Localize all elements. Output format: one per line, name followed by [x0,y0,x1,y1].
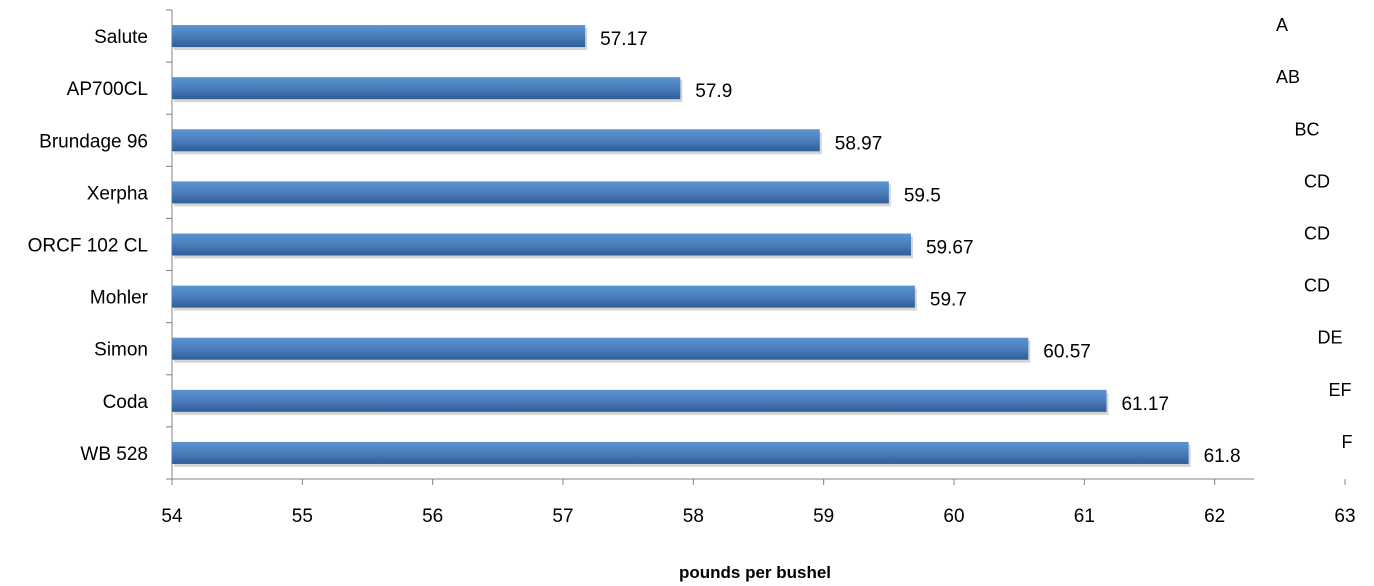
x-tick-label: 63 [1334,506,1355,527]
x-tick-label: 57 [552,506,573,527]
category-label: Mohler [90,288,149,309]
bar [172,181,889,204]
bar [172,129,820,152]
significance-letter: F [1342,432,1353,452]
data-label: 58.97 [835,133,883,154]
significance-letter: CD [1304,224,1330,244]
category-label: WB 528 [80,444,148,465]
significance-letter: A [1276,15,1288,35]
x-axis-title: pounds per bushel [679,563,831,582]
data-label: 59.67 [926,238,974,259]
category-label: Simon [94,340,148,361]
x-tick-label: 56 [422,506,443,527]
significance-letter: CD [1304,276,1330,296]
category-label: Xerpha [87,183,149,204]
category-label: ORCF 102 CL [28,236,148,257]
bar [172,233,911,256]
data-label: 59.5 [904,185,941,206]
significance-letter: BC [1294,119,1319,139]
category-label: AP700CL [67,79,148,100]
bar [172,389,1107,412]
data-label: 61.17 [1121,394,1169,415]
plot-area: 54 55 56 57 58 59 60 61 62 63 Salute 57.17 A AP700CL 5… [28,9,1356,527]
x-tick-label: 62 [1204,506,1225,527]
significance-letter: CD [1304,171,1330,191]
significance-letter: AB [1276,67,1300,87]
x-tick-label: 61 [1074,506,1095,527]
x-tick-label: 54 [161,506,183,527]
bar [172,25,586,48]
data-label: 59.7 [930,290,967,311]
x-tick-label: 60 [943,506,964,527]
bar [172,337,1029,360]
bar [172,285,915,308]
bar [172,77,681,100]
x-tick-label: 58 [683,506,704,527]
bar [172,441,1189,464]
category-label: Brundage 96 [39,131,148,152]
x-tick-label: 55 [292,506,313,527]
data-label: 60.57 [1043,342,1091,363]
data-label: 61.8 [1204,446,1241,467]
category-label: Salute [94,27,148,48]
data-label: 57.17 [600,29,648,50]
significance-letter: EF [1328,380,1351,400]
significance-letter: DE [1317,328,1342,348]
category-label: Coda [103,392,149,413]
x-tick-label: 59 [813,506,834,527]
data-label: 57.9 [695,81,732,102]
